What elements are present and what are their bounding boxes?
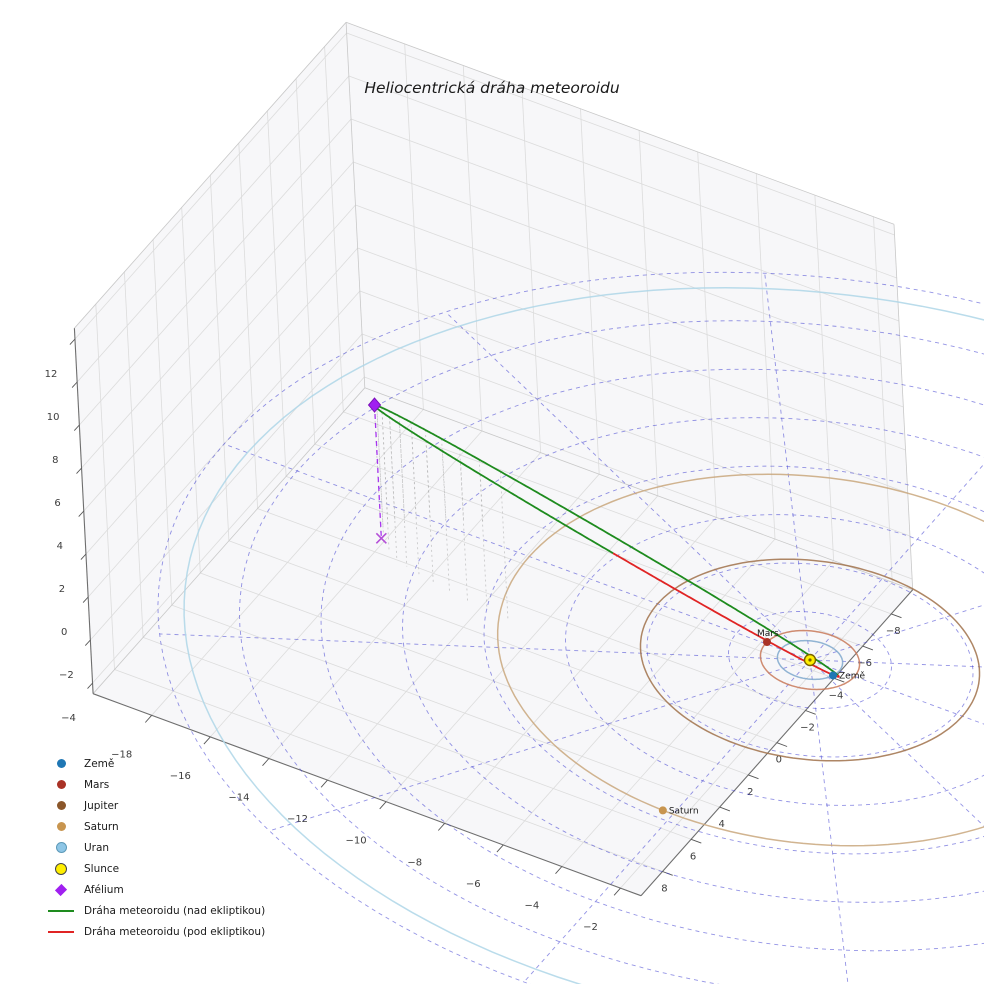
pane-gridlines xyxy=(74,32,913,889)
legend-item-1: Mars xyxy=(46,774,265,795)
legend-label: Afélium xyxy=(84,883,124,896)
axis-tick-label: 8 xyxy=(52,455,58,466)
dot-legend-icon xyxy=(46,842,76,853)
planet-label-Mars: Mars xyxy=(757,629,779,639)
legend-label: Slunce xyxy=(84,862,120,875)
axis-tick-label: 4 xyxy=(718,819,724,830)
legend-item-2: Jupiter xyxy=(46,795,265,816)
axis-tick-label: 2 xyxy=(59,584,65,595)
scene-3d: −18 −16 −14 −12 −10 −8 −6 −4 −2 −8 −6 −4 −2 0 2 4 6 8 −4 −2… xyxy=(45,21,984,984)
aphelion-ground-x-marker xyxy=(375,532,387,544)
legend-label: Dráha meteoroidu (pod ekliptikou) xyxy=(84,925,266,938)
trajectory-above-ecliptic xyxy=(373,404,614,554)
axis-tick-label: 6 xyxy=(54,498,60,509)
axis-tick-label: −8 xyxy=(886,626,901,637)
axis-tick-label: −6 xyxy=(857,658,872,669)
chart-legend: Země Mars Jupiter Saturn Uran Slunce Afélium Dr… xyxy=(46,753,265,942)
axis-tick-label: −2 xyxy=(800,723,815,734)
legend-label: Země xyxy=(84,757,115,770)
axis-tick-label: 4 xyxy=(57,541,63,552)
axis-ticks-and-labels: −18 −16 −14 −12 −10 −8 −6 −4 −2 −8 −6 −4 −2 0 2 4 6 8 −4 −2… xyxy=(45,338,902,933)
legend-label: Uran xyxy=(84,841,110,854)
legend-item-5: Slunce xyxy=(46,858,265,879)
axis-tick-label: 0 xyxy=(61,627,67,638)
legend-item-3: Saturn xyxy=(46,816,265,837)
trajectory-above-ecliptic xyxy=(374,404,839,676)
dot-legend-icon xyxy=(46,780,76,789)
planet-dot-Země xyxy=(829,671,838,680)
axes-box-edges xyxy=(73,21,914,897)
axis-tick-label: 6 xyxy=(690,851,696,862)
legend-item-0: Země xyxy=(46,753,265,774)
legend-label: Jupiter xyxy=(84,799,119,812)
circle-open-legend-icon xyxy=(46,862,76,875)
axis-tick-label: 8 xyxy=(661,884,667,895)
axis-tick-label: −10 xyxy=(346,836,367,847)
dot-legend-icon xyxy=(46,822,76,831)
legend-item-7: Dráha meteoroidu (nad ekliptikou) xyxy=(46,900,265,921)
diamond-legend-icon xyxy=(46,883,76,896)
aphelion-drop-line xyxy=(373,404,382,539)
axis-tick-label: −16 xyxy=(170,771,191,782)
planet-markers: Země Mars Saturn xyxy=(658,629,865,816)
axis-tick-label: −4 xyxy=(61,713,76,724)
axis-tick-label: −4 xyxy=(829,690,844,701)
axis-tick-label: −14 xyxy=(228,793,249,804)
axis-tick-label: −18 xyxy=(111,749,132,760)
planet-label-Země: Země xyxy=(839,671,865,681)
line-legend-icon xyxy=(46,909,76,912)
aphelion-diamond-marker xyxy=(367,397,382,413)
legend-label: Dráha meteoroidu (nad ekliptikou) xyxy=(84,904,266,917)
legend-item-8: Dráha meteoroidu (pod ekliptikou) xyxy=(46,921,265,942)
axis-tick-label: −4 xyxy=(525,901,540,912)
planet-dot-Saturn xyxy=(658,806,667,815)
aphelion-group xyxy=(367,397,387,544)
ecliptic-polar-grid xyxy=(157,271,984,984)
sun-marker xyxy=(803,653,817,667)
planet-dot-Mars xyxy=(762,637,771,646)
axis-tick-label: 0 xyxy=(776,755,782,766)
axis-tick-label: −12 xyxy=(287,814,308,825)
legend-item-6: Afélium xyxy=(46,879,265,900)
axis-tick-label: 12 xyxy=(45,369,58,380)
dot-legend-icon xyxy=(46,759,76,768)
legend-label: Mars xyxy=(84,778,110,791)
chart-title: Heliocentrická dráha meteoroidu xyxy=(364,79,620,97)
axis-tick-label: −2 xyxy=(59,670,74,681)
axis-tick-label: −6 xyxy=(466,879,481,890)
dot-legend-icon xyxy=(46,801,76,810)
sun-center-dot xyxy=(808,658,812,662)
line-legend-icon xyxy=(46,930,76,933)
legend-label: Saturn xyxy=(84,820,119,833)
axis-tick-label: −2 xyxy=(583,922,598,933)
axis-tick-label: 10 xyxy=(47,412,60,423)
legend-item-4: Uran xyxy=(46,837,265,858)
axis-tick-label: 2 xyxy=(747,787,753,798)
axis-tick-label: −8 xyxy=(407,857,422,868)
planet-label-Saturn: Saturn xyxy=(669,806,699,816)
